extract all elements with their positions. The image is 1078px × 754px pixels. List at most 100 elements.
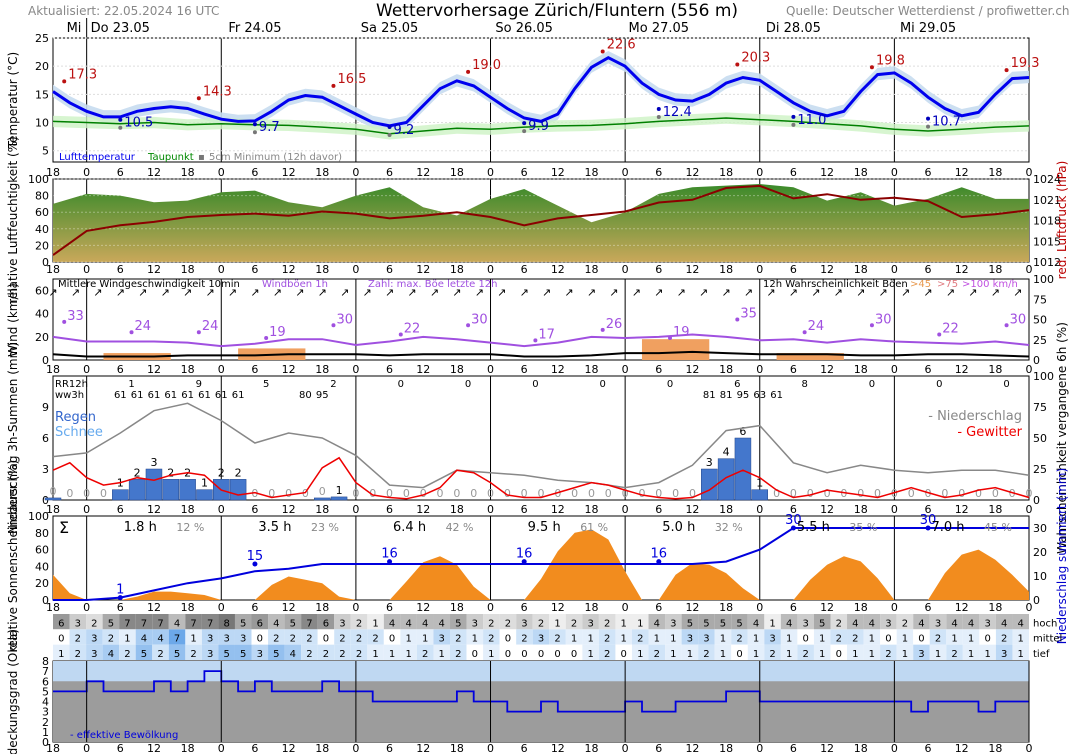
y2-tick-label: 30 bbox=[1033, 522, 1047, 535]
cloud-layer-cell bbox=[400, 614, 417, 630]
cloud-layer-cell bbox=[450, 629, 467, 645]
cloud-layer-cell bbox=[946, 629, 963, 645]
hour-tick-label: 18 bbox=[181, 263, 195, 276]
hour-tick-label: 6 bbox=[521, 363, 528, 376]
cloud-layer-value: 2 bbox=[124, 649, 130, 660]
cloud-layer-cell bbox=[648, 614, 666, 630]
cloud-layer-cell bbox=[648, 644, 666, 660]
cloud-layer-value: 5 bbox=[224, 649, 230, 660]
hour-tick-label: 6 bbox=[521, 503, 528, 516]
cloud-layer-cell bbox=[681, 614, 699, 630]
cloud-layer-cell bbox=[532, 614, 550, 630]
ww3h-value: 95 bbox=[316, 390, 329, 401]
cloud-layer-cell bbox=[185, 614, 202, 630]
hour-tick-label: 18 bbox=[584, 263, 598, 276]
sun-hours-label: 7.0 h bbox=[932, 520, 965, 535]
hour-tick-label: 12 bbox=[820, 742, 834, 754]
cloud-layer-cell bbox=[416, 614, 434, 630]
cloud-layer-value: 0 bbox=[885, 634, 891, 645]
hour-tick-label: 6 bbox=[521, 166, 528, 179]
cloud-layer-value: 1 bbox=[637, 649, 643, 660]
cloud-layer-cell bbox=[86, 614, 103, 630]
precip-bar-label: 0 bbox=[807, 487, 814, 500]
cumulative-label: 30 bbox=[785, 513, 802, 528]
cloud-layer-cell bbox=[53, 644, 70, 660]
wind-direction-arrow: ↗ bbox=[834, 286, 843, 299]
legend-max-gust: Zahl: max. Böe letzte 12h bbox=[368, 279, 498, 290]
min-temp-dot bbox=[791, 114, 796, 119]
cloud-layer-cell bbox=[317, 644, 335, 660]
cloud-layer-value: 0 bbox=[389, 634, 395, 645]
cloud-layer-cell bbox=[433, 629, 451, 645]
precip-bar bbox=[179, 479, 196, 501]
max-temp-dot bbox=[869, 65, 874, 70]
cloud-layer-cell bbox=[466, 644, 484, 660]
hour-tick-label: 18 bbox=[46, 601, 60, 614]
cloud-layer-cell bbox=[466, 614, 484, 630]
hour-tick-label: 0 bbox=[83, 742, 90, 754]
precip-bar-label: 0 bbox=[588, 487, 595, 500]
cumulative-marker bbox=[117, 595, 123, 601]
cloud-layer-cell bbox=[714, 629, 732, 645]
hour-tick-label: 12 bbox=[147, 601, 161, 614]
gust-max-label: 30 bbox=[1010, 312, 1027, 327]
legend-mean-wind: Mittlere Windgeschwindigkeit 10min bbox=[58, 279, 240, 290]
hour-tick-label: 12 bbox=[282, 503, 296, 516]
hour-tick-label: 6 bbox=[117, 363, 124, 376]
gust-max-dot bbox=[1004, 323, 1009, 328]
cloud-layer-value: 2 bbox=[190, 649, 196, 660]
cloud-layer-value: 3 bbox=[935, 618, 941, 629]
gust-max-dot bbox=[937, 332, 942, 337]
wind-direction-arrow: ↗ bbox=[699, 286, 708, 299]
cloud-layer-value: 2 bbox=[372, 634, 378, 645]
cloud-layer-cell bbox=[350, 644, 368, 660]
cloud-layer-value: 1 bbox=[372, 618, 378, 629]
hour-tick-label: 0 bbox=[622, 601, 629, 614]
wind-direction-arrow: ↗ bbox=[721, 286, 730, 299]
hour-tick-label: 6 bbox=[251, 166, 258, 179]
hour-tick-label: 0 bbox=[83, 601, 90, 614]
cloud-layer-value: 4 bbox=[1001, 618, 1007, 629]
y2-tick-label: 10 bbox=[1033, 570, 1047, 583]
cloud-layer-value: 1 bbox=[720, 634, 726, 645]
cloud-layer-cell bbox=[532, 644, 550, 660]
cloud-layer-value: 3 bbox=[439, 634, 445, 645]
legend-gewitter: - Gewitter bbox=[957, 425, 1022, 440]
cloud-layer-cell bbox=[913, 644, 930, 660]
hour-tick-label: 6 bbox=[521, 742, 528, 754]
precip-bar-label: 0 bbox=[420, 487, 427, 500]
wind-direction-arrow: ↗ bbox=[789, 286, 798, 299]
max-temp-label: 19.8 bbox=[876, 53, 905, 68]
hour-tick-label: 6 bbox=[655, 363, 662, 376]
cloud-layer-value: 1 bbox=[902, 649, 908, 660]
max-temp-dot bbox=[196, 96, 201, 101]
rr12h-value: 0 bbox=[398, 379, 404, 390]
cloud-layer-value: 4 bbox=[405, 618, 411, 629]
precip-bar-label: 0 bbox=[857, 487, 864, 500]
cloud-layer-value: 5 bbox=[108, 618, 114, 629]
cloud-layer-value: 6 bbox=[323, 618, 329, 629]
hour-tick-label: 12 bbox=[416, 742, 430, 754]
precip-bar-label: 0 bbox=[941, 487, 948, 500]
max-temp-dot bbox=[331, 83, 336, 88]
cloud-layer-cell bbox=[582, 614, 599, 630]
cloud-layer-value: 2 bbox=[75, 634, 81, 645]
gust-max-label: 33 bbox=[67, 309, 84, 324]
cloud-layer-value: 2 bbox=[323, 649, 329, 660]
cloud-layer-value: 1 bbox=[587, 634, 593, 645]
hour-tick-label: 0 bbox=[83, 263, 90, 276]
precip-bar-label: 0 bbox=[50, 485, 57, 498]
cloud-layer-cell bbox=[995, 614, 1013, 630]
hour-tick-label: 6 bbox=[117, 166, 124, 179]
cloud-layer-value: 5 bbox=[174, 649, 180, 660]
cloud-layer-value: 5 bbox=[720, 618, 726, 629]
day-label: Fr 24.05 bbox=[228, 21, 281, 36]
precip-bar-label: 0 bbox=[891, 487, 898, 500]
cloud-layer-cell bbox=[499, 629, 517, 645]
temperature-line bbox=[52, 55, 1030, 128]
gust-probability-bar bbox=[641, 339, 710, 360]
ww3h-value: 61 bbox=[114, 390, 127, 401]
hour-tick-label: 12 bbox=[416, 263, 430, 276]
hour-tick-label: 0 bbox=[891, 166, 898, 179]
precip-bar-label: 0 bbox=[992, 487, 999, 500]
